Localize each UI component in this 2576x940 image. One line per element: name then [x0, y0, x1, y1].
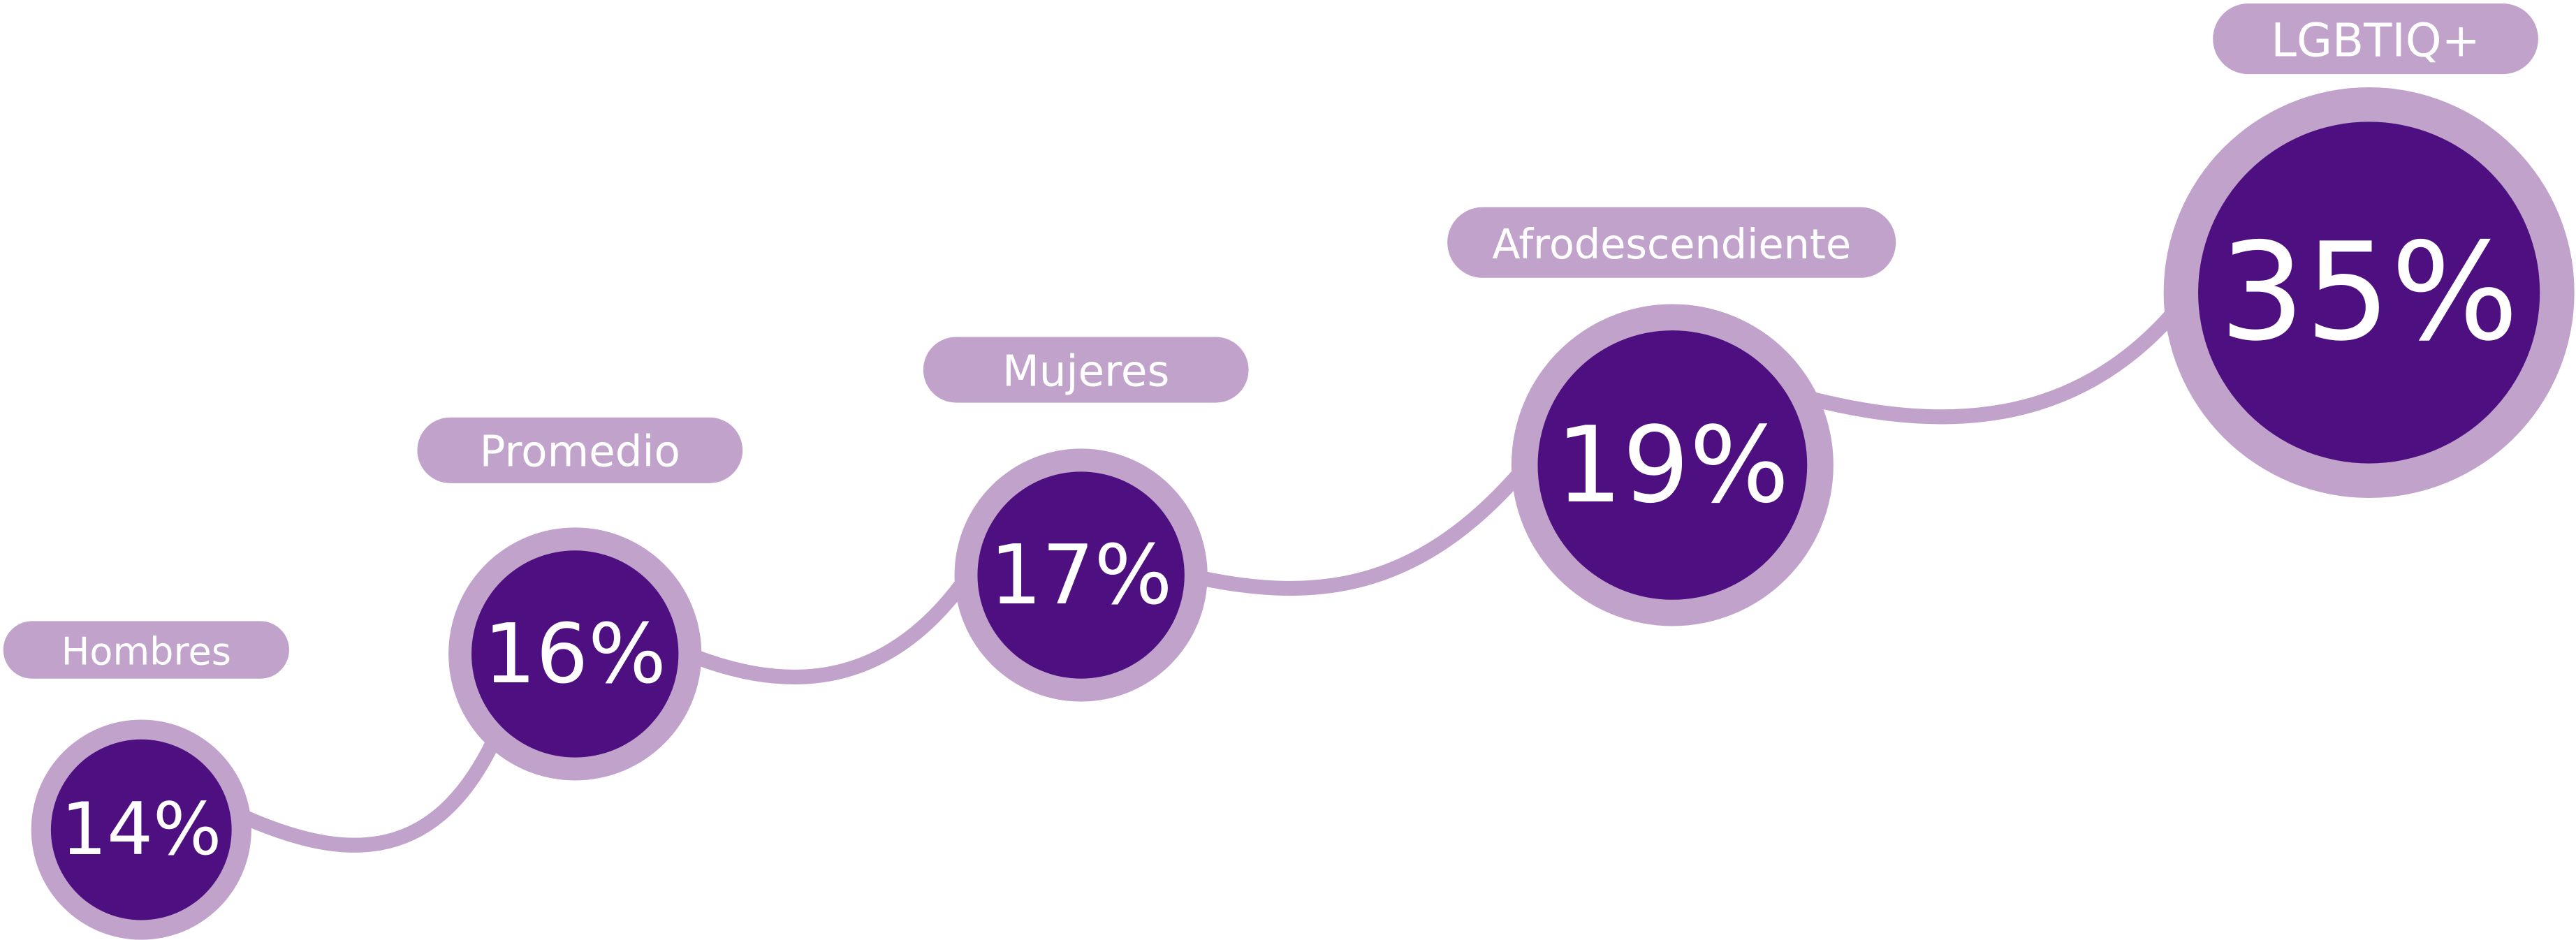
- value-label: 17%: [990, 527, 1172, 623]
- category-label: Afrodescendiente: [1492, 220, 1851, 268]
- connector: [1195, 466, 1528, 596]
- bubble: [977, 471, 1185, 679]
- bubble: [2198, 122, 2540, 464]
- value-label: 14%: [61, 788, 221, 872]
- category-label: LGBTIQ+: [2271, 13, 2480, 67]
- bubble: [1537, 330, 1808, 600]
- bubble: [50, 739, 232, 920]
- connector: [235, 735, 501, 853]
- connector: [689, 571, 974, 685]
- value-label: 35%: [2219, 214, 2519, 371]
- label-pill: [1447, 207, 1896, 278]
- label-pill: [923, 337, 1249, 403]
- category-label: Mujeres: [1002, 346, 1169, 396]
- label-pill: [2213, 3, 2538, 75]
- label-pill: [3, 621, 289, 679]
- value-label: 16%: [484, 606, 666, 702]
- category-label: Promedio: [480, 427, 680, 477]
- value-label: 19%: [1556, 404, 1790, 527]
- category-label: Hombres: [61, 629, 231, 673]
- bubble: [471, 550, 679, 758]
- label-pill: [417, 417, 743, 483]
- connector: [1806, 301, 2185, 425]
